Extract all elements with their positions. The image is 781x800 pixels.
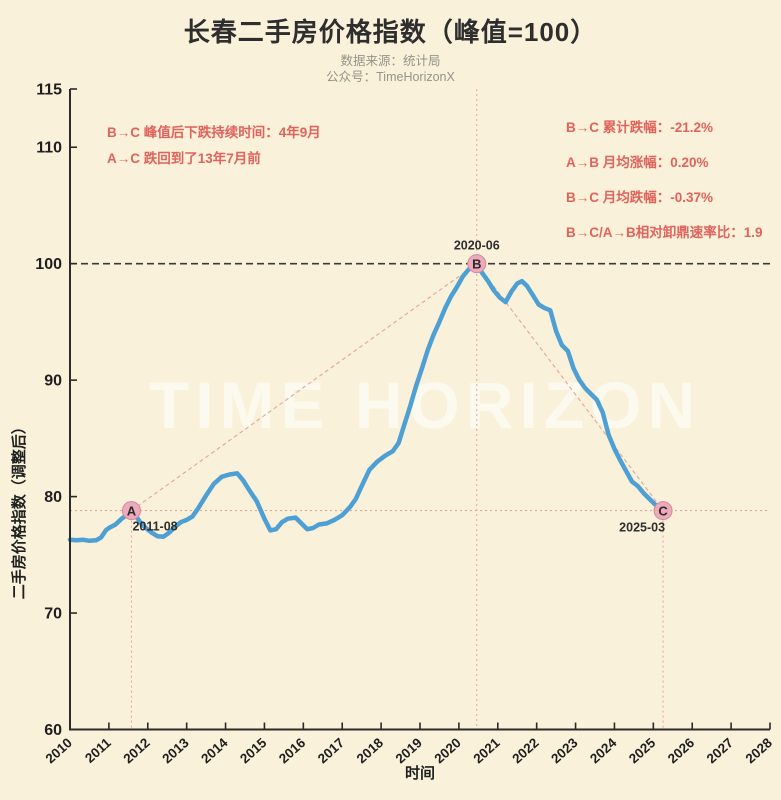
marker-date-c: 2025-03 bbox=[619, 521, 665, 535]
x-tick-label: 2028 bbox=[743, 735, 776, 767]
x-tick-label: 2026 bbox=[665, 735, 698, 767]
trend-b-to-c bbox=[476, 263, 664, 511]
x-tick-label: 2018 bbox=[354, 735, 387, 767]
stat-monthly-gain: A→B 月均涨幅：0.20% bbox=[566, 155, 709, 170]
y-tick-label: 60 bbox=[44, 722, 62, 739]
stat-monthly-drop: B→C 月均跌幅：-0.37% bbox=[566, 190, 714, 205]
x-tick-label: 2012 bbox=[120, 735, 152, 766]
annotation-block-right: B→C 累计跌幅：-21.2% A→B 月均涨幅：0.20% B→C 月均跌幅：… bbox=[566, 110, 763, 250]
subtitle-data-source: 数据来源：统计局 bbox=[340, 54, 441, 68]
y-axis-title: 二手房价格指数（调整后） bbox=[10, 419, 28, 599]
y-tick-label: 100 bbox=[35, 256, 62, 273]
x-tick-label: 2010 bbox=[43, 735, 75, 766]
y-tick-label: 80 bbox=[44, 489, 62, 506]
marker-c bbox=[653, 501, 673, 521]
x-tick-label: 2011 bbox=[82, 735, 114, 766]
marker-a bbox=[121, 501, 141, 521]
stat-relative-rate: B→C/A→B相对卸鼎速率比：1.9 bbox=[566, 225, 763, 240]
trend-a-to-b bbox=[131, 263, 478, 512]
marker-letter-b: B bbox=[472, 257, 481, 272]
x-tick-label: 2016 bbox=[276, 735, 309, 767]
y-tick-label: 70 bbox=[44, 606, 62, 623]
stat-fallback-level: A→C 跌回到了13年7月前 bbox=[107, 151, 261, 166]
y-tick-label: 115 bbox=[36, 82, 62, 99]
x-tick-label: 2019 bbox=[393, 735, 425, 766]
marker-date-a: 2011-08 bbox=[132, 520, 177, 534]
marker-letter-a: A bbox=[127, 504, 137, 519]
page-title: 长春二手房价格指数（峰值=100） bbox=[183, 17, 598, 47]
marker-date-b: 2020-06 bbox=[454, 239, 500, 253]
price-index-line bbox=[67, 261, 666, 544]
x-tick-label: 2023 bbox=[548, 735, 581, 767]
x-tick-label: 2017 bbox=[315, 735, 347, 766]
x-tick-label: 2022 bbox=[509, 735, 541, 766]
stat-cumulative-drop: B→C 累计跌幅：-21.2% bbox=[566, 120, 714, 135]
y-tick-label: 90 bbox=[44, 373, 62, 390]
x-tick-label: 2014 bbox=[198, 735, 231, 767]
y-tick-label: 110 bbox=[36, 140, 62, 157]
watermark: TIME HORIZON bbox=[149, 368, 701, 442]
annotation-block-left: B→C 峰值后下跌持续时间：4年9月 A→C 跌回到了13年7月前 bbox=[107, 120, 321, 172]
x-tick-label: 2015 bbox=[237, 735, 270, 767]
x-tick-label: 2020 bbox=[432, 735, 464, 766]
x-tick-label: 2021 bbox=[470, 735, 503, 767]
stat-decline-duration: B→C 峰值后下跌持续时间：4年9月 bbox=[107, 125, 321, 140]
x-tick-label: 2024 bbox=[587, 735, 620, 767]
x-tick-label: 2013 bbox=[159, 735, 192, 767]
x-tick-label: 2027 bbox=[704, 735, 736, 766]
x-axis-title: 时间 bbox=[405, 764, 435, 782]
subtitle-account: 公众号：TimeHorizonX bbox=[326, 70, 455, 84]
marker-b bbox=[467, 254, 487, 274]
x-tick-label: 2025 bbox=[626, 735, 659, 767]
marker-letter-c: C bbox=[658, 504, 668, 519]
